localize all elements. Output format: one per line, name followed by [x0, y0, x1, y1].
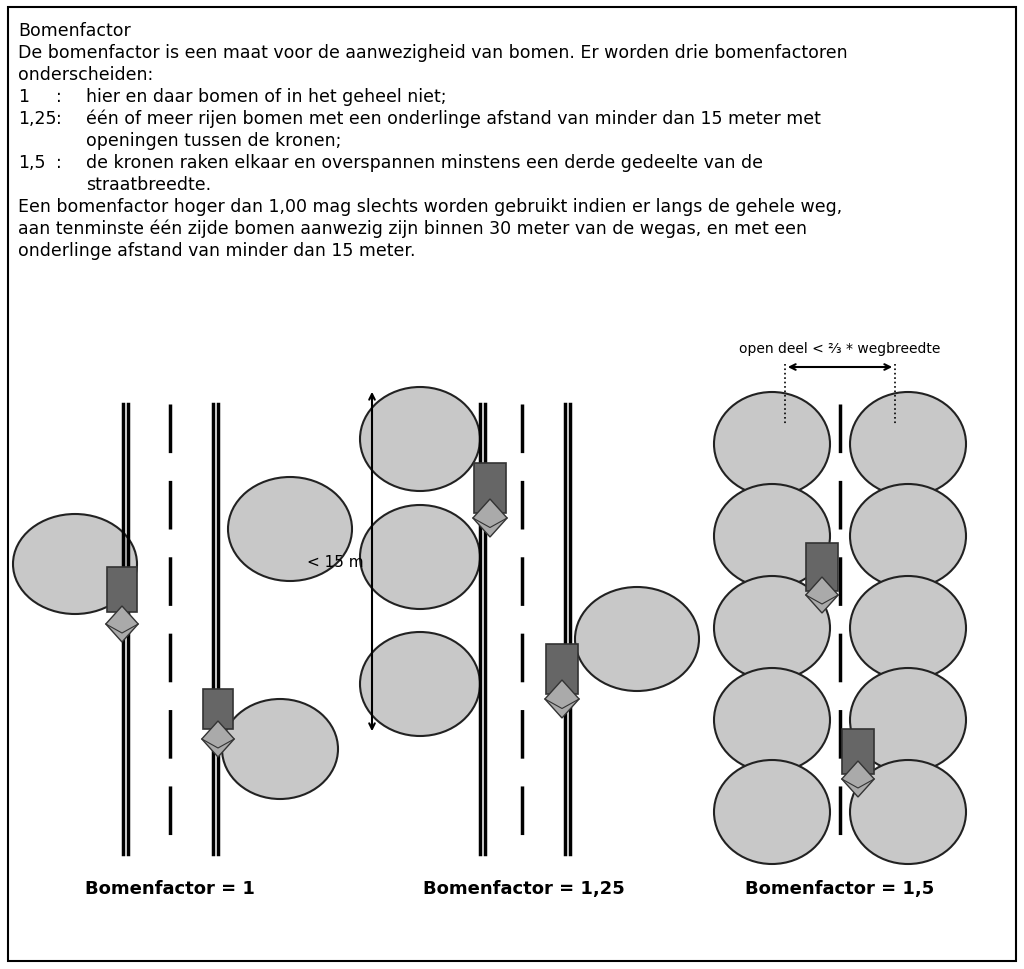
- Ellipse shape: [714, 577, 830, 680]
- Ellipse shape: [360, 388, 480, 491]
- Polygon shape: [105, 607, 138, 642]
- Text: open deel < ⅔ * wegbreedte: open deel < ⅔ * wegbreedte: [739, 342, 941, 356]
- Text: De bomenfactor is een maat voor de aanwezigheid van bomen. Er worden drie bomenf: De bomenfactor is een maat voor de aanwe…: [18, 44, 848, 62]
- Ellipse shape: [13, 515, 137, 614]
- Text: Bomenfactor = 1,5: Bomenfactor = 1,5: [745, 879, 935, 897]
- Text: onderscheiden:: onderscheiden:: [18, 66, 154, 84]
- Ellipse shape: [714, 761, 830, 864]
- Ellipse shape: [360, 633, 480, 736]
- Polygon shape: [473, 499, 507, 538]
- Text: :: :: [56, 154, 61, 172]
- Text: één of meer rijen bomen met een onderlinge afstand van minder dan 15 meter met: één of meer rijen bomen met een onderlin…: [86, 109, 821, 128]
- Ellipse shape: [714, 669, 830, 772]
- Polygon shape: [202, 721, 234, 757]
- Text: openingen tussen de kronen;: openingen tussen de kronen;: [86, 132, 341, 150]
- Text: Een bomenfactor hoger dan 1,00 mag slechts worden gebruikt indien er langs de ge: Een bomenfactor hoger dan 1,00 mag slech…: [18, 198, 843, 216]
- Text: Bomenfactor: Bomenfactor: [18, 22, 131, 40]
- Text: :: :: [56, 88, 61, 106]
- Ellipse shape: [714, 392, 830, 496]
- Ellipse shape: [850, 577, 966, 680]
- Polygon shape: [545, 680, 580, 718]
- Text: 1,5: 1,5: [18, 154, 45, 172]
- Ellipse shape: [222, 700, 338, 799]
- Text: 1,25: 1,25: [18, 109, 56, 128]
- Text: onderlinge afstand van minder dan 15 meter.: onderlinge afstand van minder dan 15 met…: [18, 241, 416, 260]
- Bar: [203, 689, 233, 730]
- Ellipse shape: [850, 761, 966, 864]
- Polygon shape: [842, 762, 874, 797]
- Text: Bomenfactor = 1: Bomenfactor = 1: [85, 879, 255, 897]
- Text: de kronen raken elkaar en overspannen minstens een derde gedeelte van de: de kronen raken elkaar en overspannen mi…: [86, 154, 763, 172]
- Ellipse shape: [228, 478, 352, 581]
- Text: straatbreedte.: straatbreedte.: [86, 175, 211, 194]
- Text: :: :: [56, 109, 61, 128]
- Bar: [546, 644, 578, 694]
- Bar: [474, 463, 506, 514]
- Text: hier en daar bomen of in het geheel niet;: hier en daar bomen of in het geheel niet…: [86, 88, 446, 106]
- Text: 1: 1: [18, 88, 29, 106]
- Bar: [806, 544, 838, 591]
- Ellipse shape: [850, 392, 966, 496]
- Ellipse shape: [575, 587, 699, 691]
- Ellipse shape: [714, 484, 830, 588]
- Ellipse shape: [360, 506, 480, 610]
- Ellipse shape: [850, 669, 966, 772]
- Bar: [106, 567, 137, 611]
- Bar: [842, 729, 874, 773]
- Polygon shape: [806, 578, 839, 613]
- Text: < 15 m: < 15 m: [307, 554, 364, 570]
- Ellipse shape: [850, 484, 966, 588]
- Text: aan tenminste één zijde bomen aanwezig zijn binnen 30 meter van de wegas, en met: aan tenminste één zijde bomen aanwezig z…: [18, 220, 807, 238]
- Text: Bomenfactor = 1,25: Bomenfactor = 1,25: [423, 879, 625, 897]
